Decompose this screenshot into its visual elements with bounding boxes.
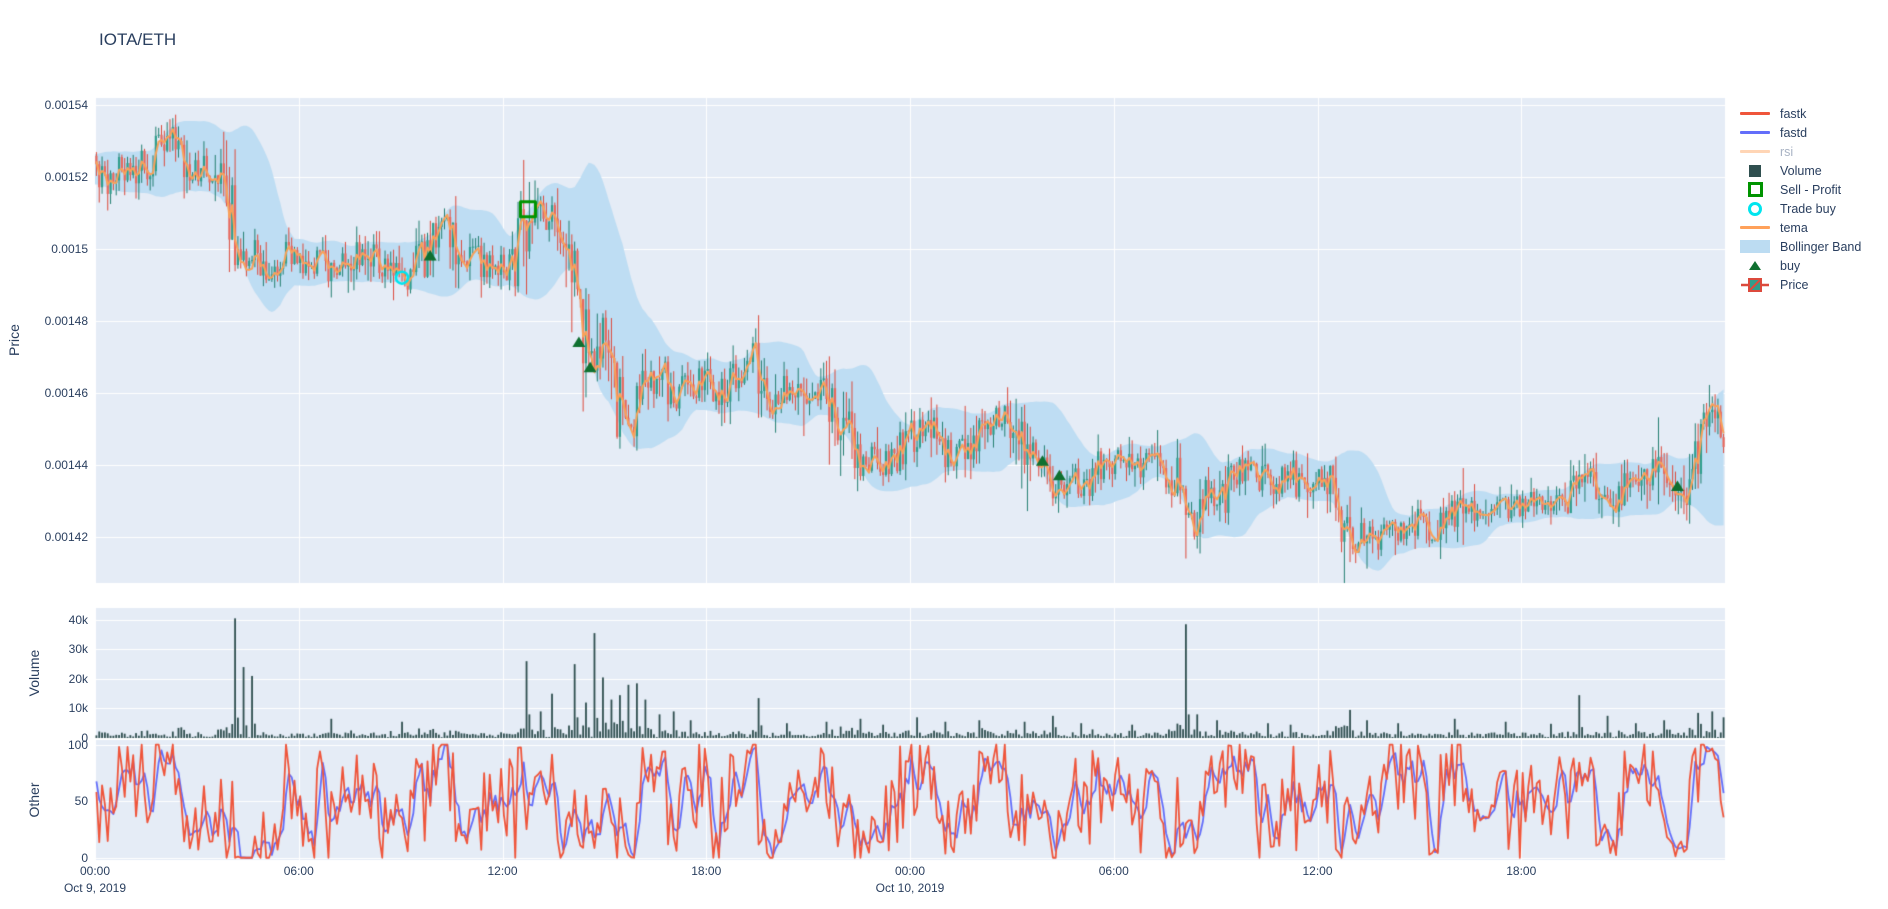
fastd-icon bbox=[1740, 131, 1770, 134]
price-axis-tick: 0.00144 bbox=[44, 457, 88, 472]
time-axis-tick: 00:00 bbox=[79, 864, 111, 878]
price-axis-tick: 0.0015 bbox=[51, 241, 88, 256]
legend-label: fastk bbox=[1780, 106, 1807, 121]
date-label: Oct 9, 2019 bbox=[63, 881, 127, 895]
price-axis-tick: 0.00142 bbox=[44, 529, 88, 544]
legend-swatch-volume bbox=[1733, 164, 1777, 177]
legend-swatch-rsi bbox=[1733, 150, 1777, 153]
legend-swatch-buy bbox=[1733, 261, 1777, 270]
time-axis-tick: 00:00 bbox=[894, 864, 926, 878]
price-icon bbox=[1741, 277, 1769, 292]
price-axis-tick: 0.00148 bbox=[44, 313, 88, 328]
volume-axis-tick: 20k bbox=[68, 671, 88, 686]
trade-buy-icon bbox=[1748, 201, 1762, 216]
other-axis-tick: 50 bbox=[74, 794, 88, 809]
legend-item-fastk[interactable]: fastk bbox=[1733, 104, 1861, 123]
legend-item-sell-profit[interactable]: Sell - Profit bbox=[1733, 180, 1861, 199]
legend-label: Bollinger Band bbox=[1780, 239, 1862, 254]
legend-swatch-fastd bbox=[1733, 131, 1777, 134]
legend-item-price[interactable]: Price bbox=[1733, 275, 1861, 294]
legend-swatch-trade-buy bbox=[1733, 201, 1777, 216]
date-label: Oct 10, 2019 bbox=[875, 881, 945, 895]
volume-icon bbox=[1749, 164, 1761, 177]
sell-profit-icon bbox=[1747, 182, 1763, 197]
legend-label: fastd bbox=[1780, 125, 1808, 140]
time-axis-tick: 06:00 bbox=[283, 864, 314, 878]
legend-item-tema[interactable]: tema bbox=[1733, 218, 1861, 237]
legend-swatch-bollinger-band bbox=[1733, 240, 1777, 253]
legend-label: Volume bbox=[1780, 163, 1822, 178]
legend: fastk fastd rsi Volume Sell - Profit Trade bu… bbox=[1733, 104, 1861, 294]
time-axis-tick: 18:00 bbox=[1506, 864, 1537, 878]
legend-label: Trade buy bbox=[1780, 201, 1836, 216]
volume-axis-tick: 0 bbox=[81, 731, 88, 745]
buy-icon bbox=[1749, 261, 1761, 270]
legend-label: buy bbox=[1780, 258, 1801, 273]
legend-label: Price bbox=[1780, 277, 1809, 292]
legend-label: tema bbox=[1780, 220, 1808, 235]
legend-swatch-fastk bbox=[1733, 112, 1777, 115]
legend-item-volume[interactable]: Volume bbox=[1733, 161, 1861, 180]
other-axis-tick: 100 bbox=[67, 737, 88, 752]
other-axis-tick: 0 bbox=[81, 850, 88, 865]
legend-item-buy[interactable]: buy bbox=[1733, 256, 1861, 275]
price-axis-tick: 0.00152 bbox=[44, 169, 88, 184]
volume-axis-tick: 10k bbox=[68, 701, 88, 716]
legend-swatch-tema bbox=[1733, 226, 1777, 229]
time-axis-tick: 06:00 bbox=[1098, 864, 1129, 878]
legend-swatch-price bbox=[1733, 277, 1777, 293]
rsi-icon bbox=[1740, 150, 1770, 153]
legend-label: Sell - Profit bbox=[1780, 182, 1842, 197]
time-axis-tick: 12:00 bbox=[1302, 864, 1333, 878]
volume-axis-tick: 30k bbox=[68, 642, 88, 657]
time-axis-tick: 12:00 bbox=[487, 864, 518, 878]
tema-icon bbox=[1740, 226, 1770, 229]
legend-swatch-sell-profit bbox=[1733, 182, 1777, 197]
legend-item-fastd[interactable]: fastd bbox=[1733, 123, 1861, 142]
legend-item-rsi[interactable]: rsi bbox=[1733, 142, 1861, 161]
chart-title: IOTA/ETH bbox=[99, 30, 177, 49]
legend-item-trade-buy[interactable]: Trade buy bbox=[1733, 199, 1861, 218]
legend-label: rsi bbox=[1780, 144, 1794, 159]
volume-axis-tick: 40k bbox=[68, 612, 88, 627]
time-axis-tick: 18:00 bbox=[691, 864, 722, 878]
fastk-icon bbox=[1740, 112, 1770, 115]
price-axis-tick: 0.00154 bbox=[44, 97, 88, 112]
legend-item-bollinger-band[interactable]: Bollinger Band bbox=[1733, 237, 1861, 256]
price-axis-tick: 0.00146 bbox=[44, 385, 88, 400]
bollinger-band-icon bbox=[1740, 240, 1770, 253]
price-axis-title: Price bbox=[6, 324, 22, 356]
